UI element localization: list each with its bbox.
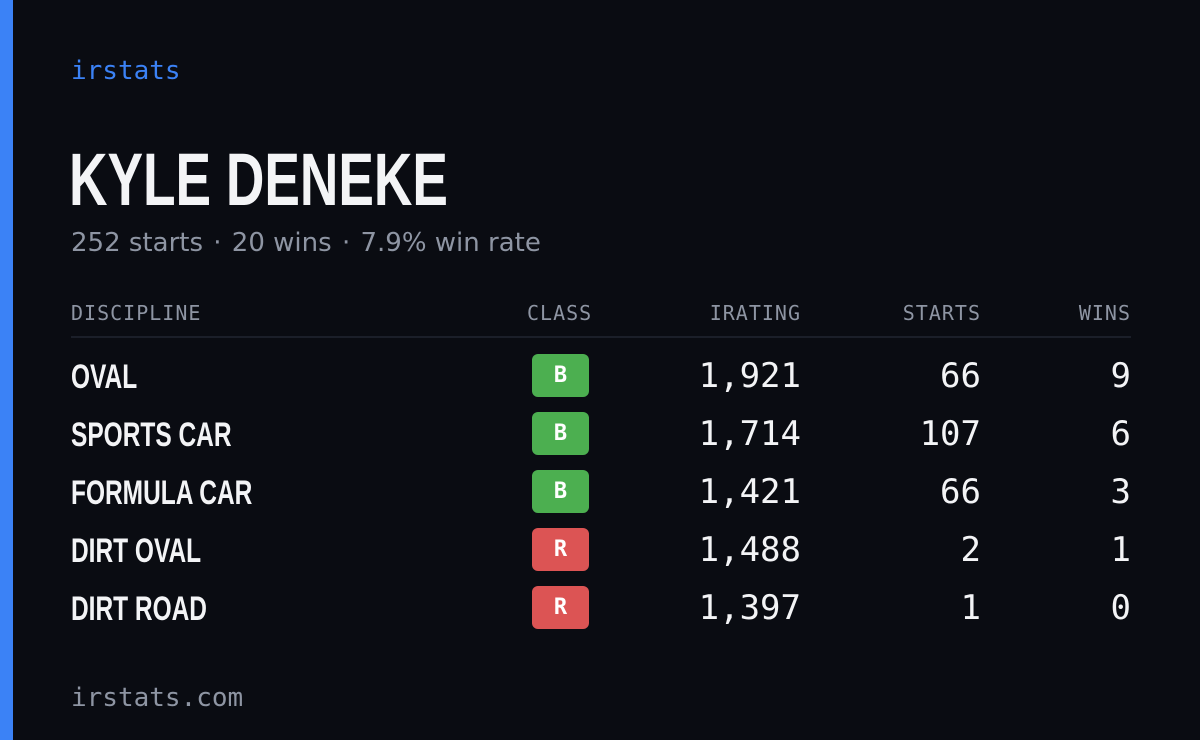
table-header: DISCIPLINE CLASS IRATING STARTS WINS (71, 298, 1131, 338)
header-class: CLASS (527, 301, 593, 325)
brand-logo: irstats (71, 56, 181, 86)
career-summary: 252 starts · 20 wins · 7.9% win rate (71, 228, 541, 258)
row-wins: 3 (1110, 472, 1131, 512)
header-discipline: DISCIPLINE (71, 301, 202, 325)
row-starts: 66 (940, 472, 981, 512)
class-badge: R (532, 586, 589, 629)
row-starts: 66 (940, 356, 981, 396)
row-starts: 2 (960, 530, 981, 570)
footer-url: irstats.com (71, 683, 244, 713)
header-starts: STARTS (902, 301, 981, 325)
row-irating: 1,921 (698, 356, 801, 396)
row-wins: 1 (1110, 530, 1131, 570)
class-badge: B (532, 470, 589, 513)
discipline-stats-table: DISCIPLINE CLASS IRATING STARTS WINS OVA… (71, 298, 1131, 629)
summary-separator: · (341, 228, 351, 258)
row-discipline: OVAL (71, 358, 138, 396)
table-row: DIRT ROAD R 1,397 1 0 (71, 586, 1131, 644)
class-badge: B (532, 354, 589, 397)
summary-wins: 20 wins (231, 228, 332, 258)
row-discipline: DIRT ROAD (71, 590, 208, 628)
row-starts: 1 (960, 588, 981, 628)
table-row: DIRT OVAL R 1,488 2 1 (71, 528, 1131, 586)
player-name: KYLE DENEKE (69, 138, 448, 221)
summary-starts: 252 starts (71, 228, 203, 258)
table-row: FORMULA CAR B 1,421 66 3 (71, 470, 1131, 528)
row-discipline: SPORTS CAR (71, 416, 232, 454)
class-badge: B (532, 412, 589, 455)
row-wins: 9 (1110, 356, 1131, 396)
table-row: OVAL B 1,921 66 9 (71, 354, 1131, 412)
header-wins: WINS (1078, 301, 1131, 325)
summary-win-rate: 7.9% win rate (360, 228, 541, 258)
header-irating: IRATING (709, 301, 801, 325)
row-irating: 1,488 (698, 530, 801, 570)
table-row: SPORTS CAR B 1,714 107 6 (71, 412, 1131, 470)
accent-bar (0, 0, 13, 740)
summary-separator: · (213, 228, 222, 258)
row-irating: 1,714 (698, 414, 801, 454)
row-discipline: DIRT OVAL (71, 532, 202, 570)
row-wins: 6 (1110, 414, 1131, 454)
row-irating: 1,397 (698, 588, 801, 628)
row-wins: 0 (1110, 588, 1131, 628)
row-starts: 107 (919, 414, 981, 454)
row-discipline: FORMULA CAR (71, 474, 253, 512)
row-irating: 1,421 (698, 472, 801, 512)
class-badge: R (532, 528, 589, 571)
